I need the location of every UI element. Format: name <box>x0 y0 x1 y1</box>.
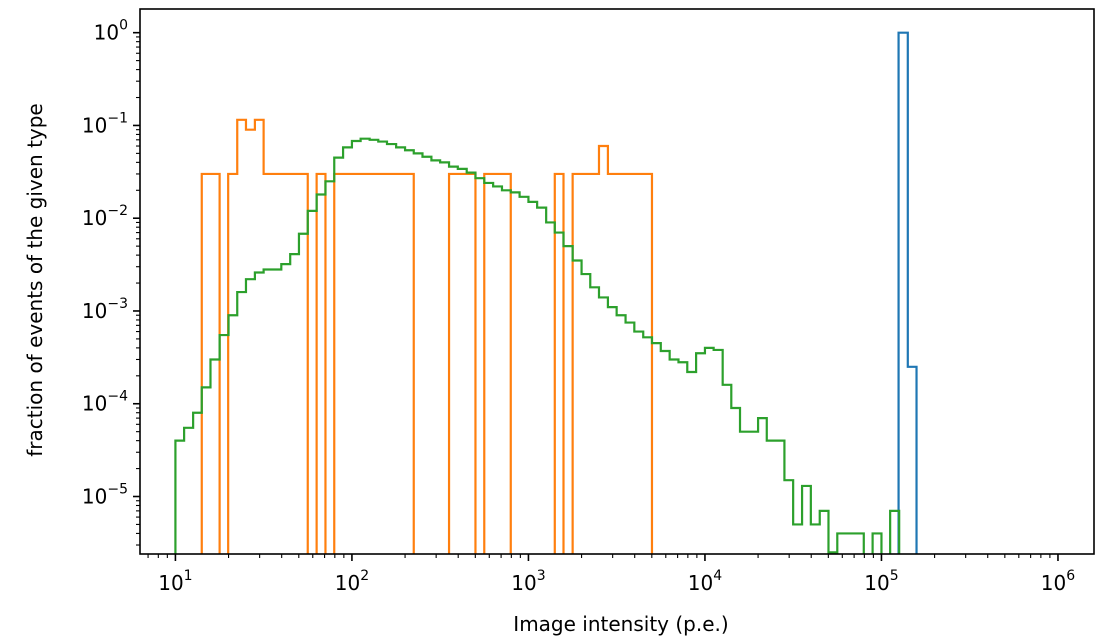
series-1-step-line <box>200 118 654 554</box>
series-2-step-line <box>174 137 901 554</box>
x-tick-label: 101 <box>158 568 192 595</box>
y-tick-label: 100 <box>94 18 128 45</box>
ticks-layer: 101 102 103 104 105 106 100 10−1 10−2 10−3 10−4 10−… <box>82 18 1075 595</box>
y-tick-label: 10−4 <box>82 389 128 416</box>
axes-layer <box>139 8 1095 555</box>
plot-frame <box>139 8 1095 555</box>
x-tick-label: 102 <box>335 568 369 595</box>
x-tick-label: 106 <box>1041 568 1075 595</box>
y-tick-label: 10−5 <box>82 482 128 509</box>
y-tick-label: 10−1 <box>82 110 128 137</box>
x-tick-label: 105 <box>864 568 898 595</box>
y-axis-label: fraction of events of the given type <box>23 103 47 456</box>
x-axis-label: Image intensity (p.e.) <box>513 612 728 636</box>
series-0-step-line <box>897 31 918 554</box>
y-tick-label: 10−3 <box>82 296 128 323</box>
x-tick-label: 103 <box>511 568 545 595</box>
x-tick-label: 104 <box>688 568 722 595</box>
series-layer <box>174 31 918 554</box>
y-tick-label: 10−2 <box>82 203 128 230</box>
